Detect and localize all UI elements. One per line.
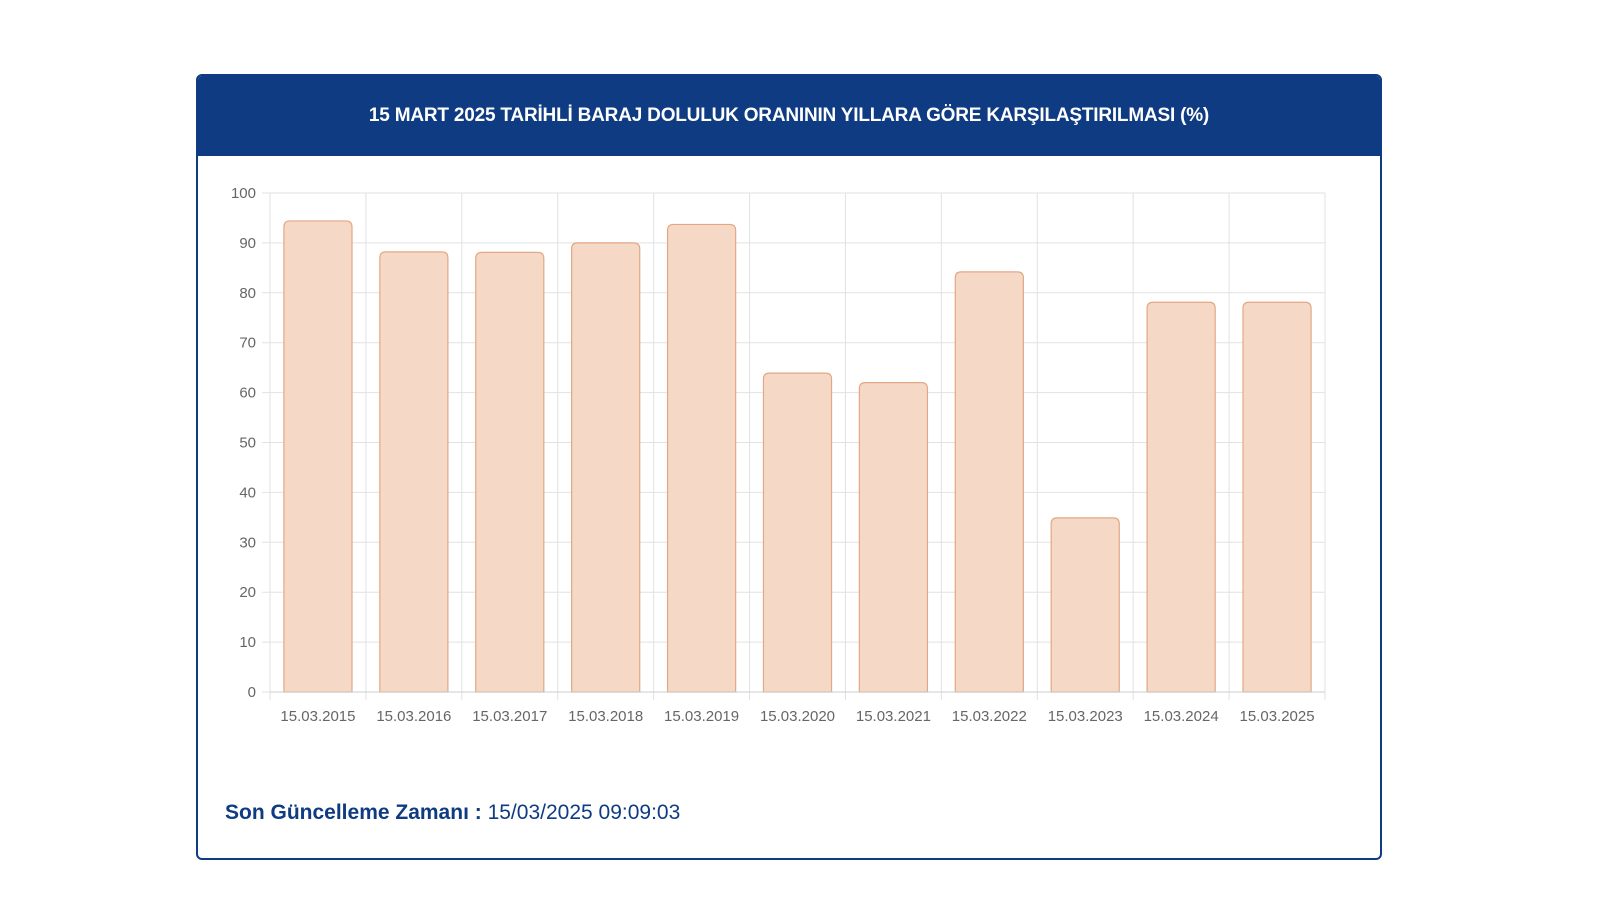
bar-15.03.2015[interactable]	[283, 220, 353, 693]
last-update-label: Son Güncelleme Zamanı :	[225, 801, 482, 824]
x-tick-label: 15.03.2015	[280, 708, 355, 725]
x-tick-label: 15.03.2025	[1240, 708, 1315, 725]
bar-chart: 0 10 20 30 40 50 60 70 80 90 100 15.03.2015 15.03.20…	[231, 185, 1326, 725]
bar-15.03.2020[interactable]	[762, 372, 833, 693]
y-tick-label: 90	[239, 235, 256, 252]
x-tick-label: 15.03.2022	[952, 708, 1027, 725]
bar-15.03.2016[interactable]	[379, 251, 449, 693]
bar-layer	[283, 220, 1312, 693]
bar-15.03.2024[interactable]	[1146, 301, 1216, 693]
axis-layer: 0 10 20 30 40 50 60 70 80 90 100 15.03.2015 15.03.20…	[231, 185, 1325, 725]
bar-15.03.2021[interactable]	[858, 382, 929, 693]
x-tick-label: 15.03.2020	[760, 708, 835, 725]
y-tick-label: 70	[239, 335, 256, 352]
x-tick-label: 15.03.2024	[1144, 708, 1219, 725]
x-tick-label: 15.03.2023	[1048, 708, 1123, 725]
chart-card: 15 MART 2025 TARİHLİ BARAJ DOLULUK ORANI…	[196, 74, 1382, 860]
last-update: Son Güncelleme Zamanı : 15/03/2025 09:09…	[225, 801, 680, 825]
x-tick-label: 15.03.2018	[568, 708, 643, 725]
y-tick-label: 100	[231, 185, 256, 202]
bar-15.03.2017[interactable]	[475, 251, 545, 693]
x-tick-label: 15.03.2019	[664, 708, 739, 725]
y-tick-label: 20	[239, 584, 256, 601]
y-tick-label: 10	[239, 634, 256, 651]
bar-15.03.2023[interactable]	[1050, 517, 1120, 693]
y-tick-label: 40	[239, 484, 256, 501]
bar-15.03.2025[interactable]	[1242, 301, 1312, 693]
y-tick-label: 50	[239, 435, 256, 452]
x-tick-label: 15.03.2017	[472, 708, 547, 725]
chart-title: 15 MART 2025 TARİHLİ BARAJ DOLULUK ORANI…	[198, 76, 1380, 156]
last-update-value: 15/03/2025 09:09:03	[487, 801, 681, 824]
y-tick-label: 30	[239, 534, 256, 551]
y-tick-label: 60	[239, 385, 256, 402]
y-tick-label: 80	[239, 285, 256, 302]
bar-15.03.2022[interactable]	[954, 271, 1024, 693]
bar-15.03.2019[interactable]	[666, 223, 737, 693]
y-tick-label: 0	[248, 684, 256, 701]
x-tick-label: 15.03.2021	[856, 708, 931, 725]
x-tick-label: 15.03.2016	[376, 708, 451, 725]
chart-area: 0 10 20 30 40 50 60 70 80 90 100 15.03.2015 15.03.20…	[198, 156, 1380, 796]
bar-15.03.2018[interactable]	[571, 242, 641, 693]
